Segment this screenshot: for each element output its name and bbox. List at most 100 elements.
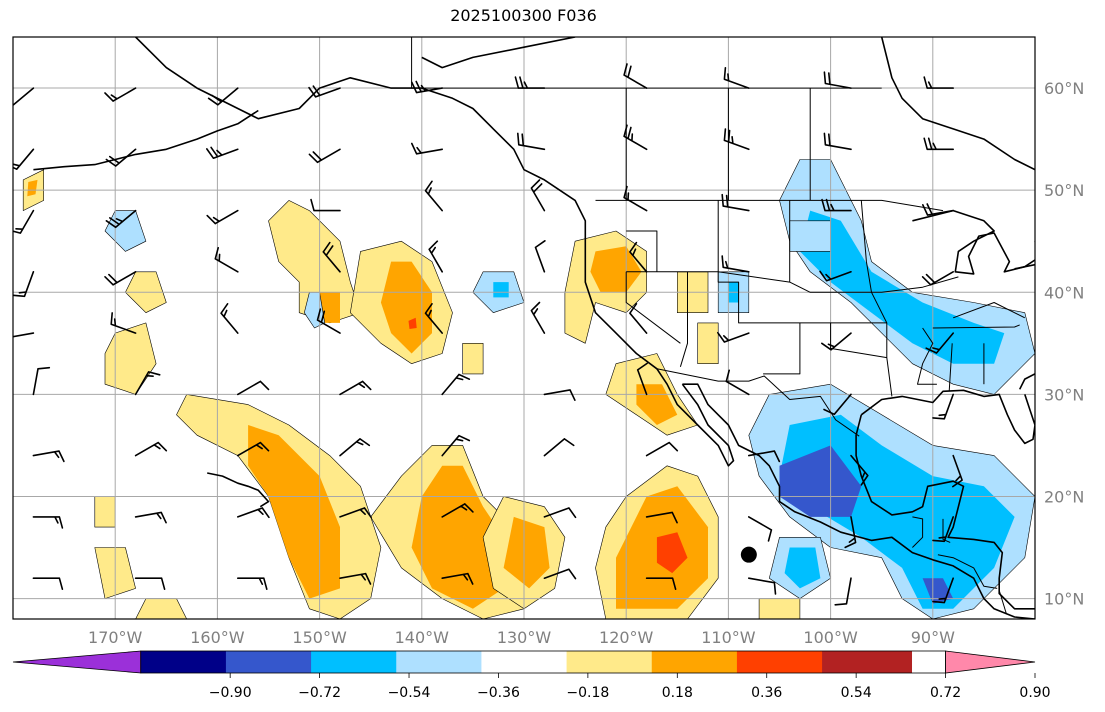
- positive-anomaly-region: [411, 465, 504, 609]
- positive-anomaly-region: [319, 292, 340, 323]
- wind-barb: [411, 80, 443, 94]
- wind-barb: [932, 516, 954, 543]
- political-border: [717, 200, 887, 324]
- longitude-label: 130°W: [497, 628, 552, 647]
- wind-barb: [721, 255, 750, 273]
- colorbar-segment: [396, 651, 487, 673]
- negative-anomaly-region: [779, 159, 1035, 395]
- colorbar-segment: [225, 651, 316, 673]
- latitude-label: 10°N: [1044, 590, 1084, 609]
- colorbar-label: 0.36: [751, 685, 782, 701]
- negative-anomaly-region: [493, 282, 509, 298]
- political-border: [679, 271, 688, 367]
- wind-barb: [717, 331, 750, 343]
- wind-barb: [32, 450, 65, 463]
- wind-barb: [517, 132, 546, 151]
- coastline: [207, 472, 270, 508]
- wind-barb: [13, 332, 35, 338]
- positive-anomaly-region: [758, 598, 801, 619]
- latitude-tick-labels: 10°N 20°N 30°N 40°N 50°N 60°N: [1044, 79, 1084, 609]
- wind-barb: [13, 271, 35, 298]
- wind-barb: [952, 454, 963, 488]
- wind-barb: [411, 142, 443, 155]
- wind-barb: [543, 507, 577, 519]
- political-border: [912, 516, 924, 548]
- wind-barb: [823, 393, 852, 416]
- negative-anomaly-region: [779, 445, 862, 517]
- wind-barb: [237, 507, 270, 519]
- political-border: [656, 368, 860, 437]
- longitude-label: 170°W: [88, 628, 143, 647]
- colorbar-label: 0.18: [662, 685, 693, 701]
- wind-barb: [134, 371, 161, 396]
- wind-barb: [104, 271, 137, 286]
- wind-barb: [629, 241, 648, 273]
- wind-barb: [441, 572, 474, 585]
- positive-anomaly-region: [135, 598, 187, 619]
- wind-barb: [206, 146, 239, 159]
- positive-anomaly-region: [462, 342, 484, 375]
- positive-anomaly-region: [94, 496, 116, 528]
- coastline: [860, 389, 1035, 445]
- wind-barb: [629, 303, 648, 334]
- political-border: [763, 322, 801, 375]
- colorbar-segment: [481, 651, 572, 673]
- negative-anomaly-region: [799, 210, 1005, 364]
- wind-barb: [723, 67, 750, 89]
- wind-barb: [725, 369, 750, 396]
- coastlines-borders: [33, 37, 1035, 619]
- longitude-tick-labels: 170°W 160°W 150°W 140°W 130°W 120°W 110°W 100°W…: [88, 628, 955, 647]
- colorbar-segment: [651, 651, 742, 673]
- wind-barb: [424, 180, 443, 212]
- colorbar-label: −0.36: [477, 685, 520, 701]
- wind-barb: [636, 362, 648, 396]
- political-border: [917, 327, 937, 385]
- political-border: [932, 324, 1020, 329]
- wind-barb: [134, 441, 168, 457]
- wind-barb: [748, 450, 781, 463]
- longitude-label: 110°W: [701, 628, 756, 647]
- political-border: [626, 271, 959, 293]
- colorbar-segment: [566, 651, 657, 673]
- wind-barb: [925, 332, 954, 354]
- wind-barb: [543, 389, 576, 401]
- coastline: [682, 383, 1035, 619]
- longitude-label: 90°W: [911, 628, 955, 647]
- wind-barb: [32, 577, 64, 590]
- longitude-label: 100°W: [803, 628, 858, 647]
- wind-barb: [823, 71, 852, 89]
- political-border: [948, 343, 953, 392]
- longitude-label: 120°W: [599, 628, 654, 647]
- negative-anomaly-region: [789, 220, 831, 252]
- wind-barb: [923, 76, 954, 89]
- wind-barb: [316, 308, 341, 334]
- coastline: [880, 37, 1035, 171]
- wind-barb: [530, 301, 546, 334]
- colorbar-label: 0.72: [930, 685, 961, 701]
- colorbar-segment: [311, 651, 402, 673]
- anomaly-field: [22, 159, 1035, 619]
- wind-barb: [834, 577, 852, 606]
- wind-barb: [220, 303, 239, 334]
- wind-barb: [308, 85, 341, 98]
- wind-barb: [110, 312, 137, 334]
- wind-barb: [13, 148, 35, 170]
- coastline: [912, 209, 1035, 275]
- latitude-label: 60°N: [1044, 79, 1084, 98]
- colorbar-extend-low: [12, 650, 142, 674]
- positive-anomaly-region: [503, 516, 550, 589]
- colorbar-extend-high: [945, 650, 1036, 674]
- wind-barb: [32, 516, 64, 529]
- latitude-label: 40°N: [1044, 283, 1084, 302]
- positive-anomaly-region: [697, 322, 719, 365]
- colorbar-label: −0.18: [566, 685, 609, 701]
- wind-barb: [748, 577, 777, 595]
- wind-barb: [645, 441, 679, 457]
- wind-barb: [821, 198, 852, 212]
- wind-barb: [923, 137, 954, 151]
- colorbar-outline: [140, 650, 946, 674]
- coastline: [421, 37, 576, 69]
- wind-barb: [104, 87, 137, 102]
- wind-barbs: [13, 63, 963, 606]
- coastline: [855, 414, 1035, 610]
